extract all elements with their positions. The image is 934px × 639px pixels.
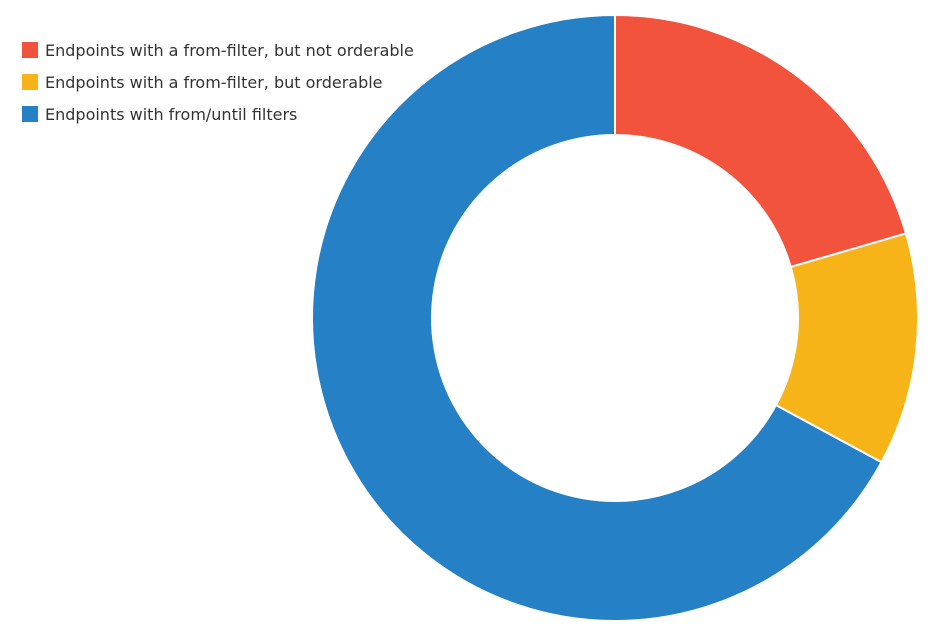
legend-swatch — [22, 106, 38, 122]
legend-label: Endpoints with a from-filter, but ordera… — [45, 72, 383, 92]
legend-label: Endpoints with from/until filters — [45, 104, 298, 124]
legend-swatch — [22, 42, 38, 58]
donut-slice-0[interactable] — [614, 13, 908, 269]
legend-item-from-until[interactable]: Endpoints with from/until filters — [22, 98, 414, 130]
legend-label: Endpoints with a from-filter, but not or… — [45, 40, 414, 60]
donut-slices — [311, 13, 919, 622]
legend-item-orderable[interactable]: Endpoints with a from-filter, but ordera… — [22, 66, 414, 98]
legend-swatch — [22, 74, 38, 90]
donut-slice-2[interactable] — [311, 13, 883, 622]
legend-item-not-orderable[interactable]: Endpoints with a from-filter, but not or… — [22, 34, 414, 66]
chart-legend: Endpoints with a from-filter, but not or… — [22, 34, 414, 130]
